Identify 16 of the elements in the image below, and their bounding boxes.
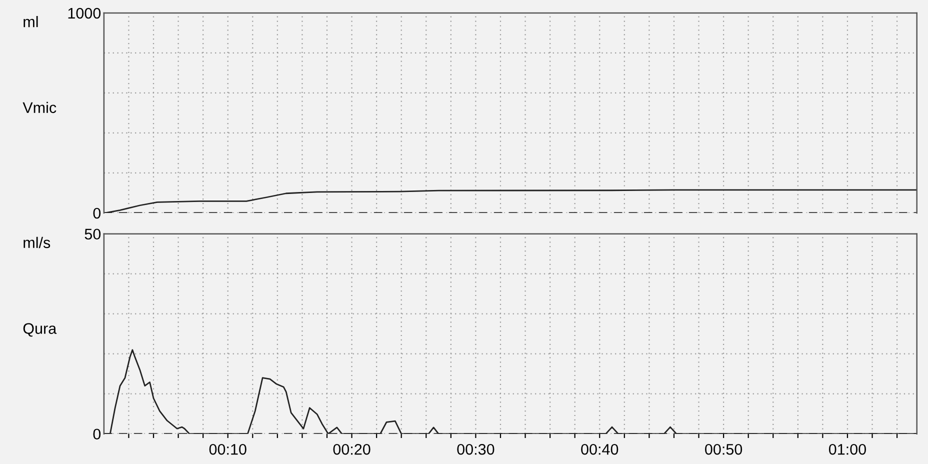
x-tick-label: 00:10 [209, 444, 246, 455]
text: ml [24, 16, 38, 28]
y-axis-title: Qura [23, 323, 57, 337]
x-tick-label: 00:30 [457, 444, 494, 455]
x-tick-label: 00:50 [705, 444, 742, 455]
y-tick-label: 0 [93, 208, 101, 219]
y-tick-label: 1000 [68, 8, 101, 19]
line-series [104, 349, 917, 434]
y-axis-title: Vmic [22, 102, 56, 114]
x-tick-label: 01:00 [828, 444, 866, 455]
x-tick-label: 00:40 [581, 444, 618, 455]
y-tick-label: 50 [84, 228, 101, 240]
x-tick-label: 00:20 [333, 444, 370, 455]
line-series [104, 189, 917, 213]
y-tick-label: 0 [93, 428, 101, 440]
text: ml/s [24, 236, 50, 248]
